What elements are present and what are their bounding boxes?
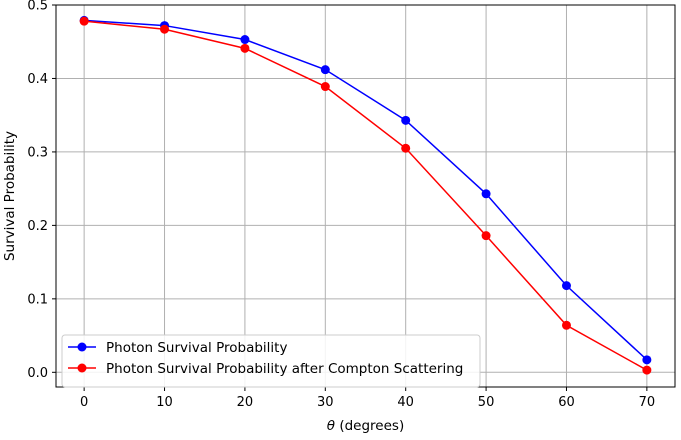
legend-marker <box>77 342 87 352</box>
series-line <box>84 19 648 361</box>
data-point <box>642 365 652 375</box>
y-tick-label: 0.2 <box>27 219 48 234</box>
ticks: 0 10 20 30 40 50 60 70 0.0 0.1 0.2 0.3 0.4 0.5 <box>27 0 655 410</box>
legend-box <box>61 334 481 388</box>
x-tick-label: 50 <box>478 395 495 410</box>
x-tick-label: 0 <box>80 395 88 410</box>
series-layer <box>79 15 652 375</box>
data-point <box>320 82 330 92</box>
y-tick-label: 0.1 <box>27 292 48 307</box>
data-point <box>240 35 250 45</box>
plot-frame <box>55 4 676 388</box>
y-tick-label: 0.5 <box>27 0 48 14</box>
x-tick-label: 20 <box>237 395 254 410</box>
data-point <box>481 231 491 241</box>
y-axis-label: Survival Probability <box>2 131 18 261</box>
x-tick-label: 60 <box>558 395 575 410</box>
data-point <box>401 143 411 153</box>
series-line <box>84 20 648 371</box>
y-tick-label: 0.0 <box>27 366 48 381</box>
data-point <box>642 355 652 365</box>
data-point <box>240 43 250 53</box>
x-axis-label-symbol: θ <box>327 418 335 434</box>
legend-item: Photon Survival Probability <box>68 340 287 356</box>
legend-label: Photon Survival Probability <box>106 340 287 356</box>
data-point <box>561 281 571 291</box>
data-point <box>561 320 571 330</box>
data-point <box>79 16 89 26</box>
series-1 <box>79 15 652 365</box>
legend: Photon Survival Probability Photon Surviv… <box>61 334 481 388</box>
x-tick-label: 10 <box>156 395 173 410</box>
data-point <box>401 115 411 125</box>
x-axis-label: θ (degrees) <box>327 418 404 434</box>
grid <box>56 4 675 387</box>
x-tick-label: 40 <box>397 395 414 410</box>
legend-label: Photon Survival Probability after Compto… <box>106 361 463 377</box>
data-point <box>160 24 170 34</box>
legend-item: Photon Survival Probability after Compto… <box>68 361 463 377</box>
x-tick-label: 70 <box>639 395 656 410</box>
x-axis-label-text: (degrees) <box>335 418 404 434</box>
y-tick-label: 0.3 <box>27 145 48 160</box>
legend-marker <box>77 363 87 373</box>
data-point <box>320 65 330 75</box>
data-point <box>481 189 491 199</box>
x-tick-label: 30 <box>317 395 334 410</box>
series-2 <box>79 16 652 375</box>
y-tick-label: 0.4 <box>27 72 48 87</box>
